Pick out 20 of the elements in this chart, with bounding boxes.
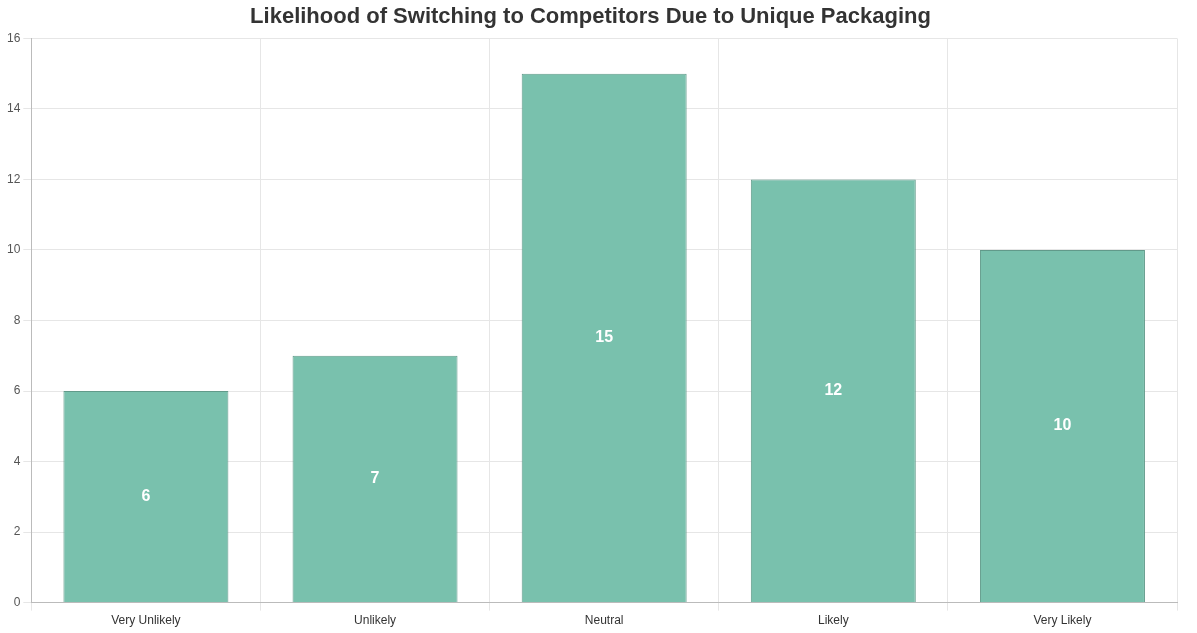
y-tick-label: 10 [6,242,21,257]
x-tick-label: Very Unlikely [111,613,181,628]
y-tick-label: 0 [13,594,21,609]
y-tick-label: 6 [13,383,21,398]
data-label: 6 [141,486,151,504]
data-label: 12 [824,381,843,399]
y-tick-label: 12 [6,171,21,186]
y-tick-label: 2 [13,524,21,539]
data-label: 7 [370,469,380,487]
data-label: 15 [595,328,614,346]
x-tick-label: Unlikely [354,613,397,628]
data-label: 10 [1053,416,1072,434]
y-tick-label: 4 [13,453,21,468]
y-tick-label: 16 [6,30,21,45]
x-tick-label: Likely [817,613,849,628]
chart-title: Likelihood of Switching to Competitors Due to Unique Packaging [250,3,931,29]
y-tick-label: 14 [6,101,21,116]
x-tick-label: Neutral [584,613,624,628]
x-tick-label: Very Likely [1033,613,1092,628]
y-tick-label: 8 [13,312,21,327]
